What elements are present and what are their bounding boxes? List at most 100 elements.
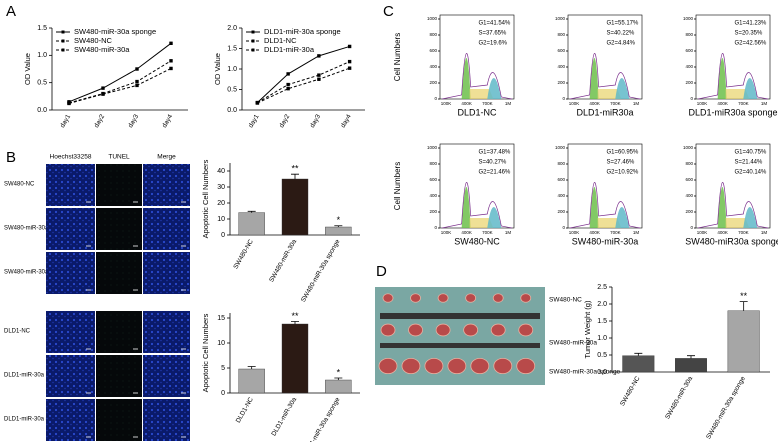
x-tick-label: SW480-NC (232, 238, 255, 270)
s-phase (725, 89, 750, 99)
tumor (490, 323, 506, 337)
error-bar (334, 377, 343, 380)
y-tick-label: 1.0 (37, 52, 47, 59)
y-tick-label: 0.5 (37, 80, 47, 87)
x-tick-label: DLD1-miR-30a (270, 396, 298, 437)
y-axis-label: Apoptotic Cell Numbers (201, 313, 210, 392)
y-tick-label: 0 (562, 96, 565, 101)
cycle-stat: G2=19.6% (478, 41, 507, 47)
y-tick-label: 1.5 (227, 45, 237, 52)
point (347, 59, 352, 64)
micrograph (96, 252, 142, 294)
histogram-outline (697, 53, 769, 100)
x-tick-label: 700K (482, 230, 493, 235)
x-tick-label: 1M (633, 230, 640, 235)
cycle-stat: G2=4.84% (606, 41, 635, 47)
panel-letter: B (6, 149, 16, 166)
cycle-stat: G1=41.54% (478, 21, 511, 27)
y-tick-label: 20 (217, 200, 225, 207)
y-tick-label: 0 (562, 225, 565, 230)
tumor (424, 357, 444, 375)
x-tick-label: day1 (247, 113, 260, 129)
row-label: DLD1-miR-30a sponge (4, 417, 66, 423)
y-tick-label: 200 (685, 209, 693, 214)
cycle-stat: G1=37.48% (478, 150, 511, 156)
y-tick-label: 30 (217, 184, 225, 191)
legend-marker (61, 39, 65, 43)
tumor (516, 357, 536, 375)
y-tick-label: 800 (429, 161, 437, 166)
cycle-stat: G1=40.75% (734, 150, 767, 156)
error-bar (634, 352, 643, 356)
y-tick-label: 40 (217, 168, 225, 175)
micrograph (46, 355, 95, 397)
histogram-outline (441, 182, 513, 229)
series-line (68, 68, 172, 104)
tumor (378, 357, 398, 375)
row-label: SW480-miR-30a (4, 226, 49, 232)
y-tick-label: 800 (685, 32, 693, 37)
y-tick-label: 600 (685, 48, 693, 53)
tumor (408, 323, 423, 337)
y-tick-label: 600 (557, 177, 565, 182)
x-tick-label: 1M (505, 101, 512, 106)
significance: ** (740, 291, 748, 301)
tumor (380, 323, 396, 337)
column-header: TUNEL (108, 154, 130, 161)
series-line (68, 60, 172, 104)
series-line (257, 61, 350, 104)
micrograph (143, 164, 190, 206)
g1-peak (461, 187, 471, 228)
y-tick-label: 400 (685, 193, 693, 198)
bar (675, 358, 708, 373)
y-tick-label: 400 (557, 193, 565, 198)
y-tick-label: 2.0 (597, 301, 607, 308)
cycle-stat: G2=10.92% (606, 170, 639, 176)
tumor (465, 293, 477, 303)
y-tick-label: 600 (557, 48, 565, 53)
legend-marker (251, 39, 255, 43)
x-tick-label: 400K (717, 101, 728, 106)
point (347, 44, 352, 49)
y-tick-label: 400 (557, 64, 565, 69)
micrograph (143, 311, 190, 353)
micrograph (96, 311, 142, 353)
legend-label: DLD1-NC (264, 36, 297, 45)
micrograph (96, 164, 142, 206)
bar (238, 212, 265, 236)
y-tick-label: 0 (690, 96, 693, 101)
panel-letter: D (376, 263, 387, 280)
tumor (463, 323, 479, 337)
y-tick-label: 600 (685, 177, 693, 182)
x-tick-label: 400K (461, 101, 472, 106)
y-axis-label: Cell Numbers (393, 33, 402, 81)
x-tick-label: day3 (309, 113, 322, 129)
y-axis-label: Cell Numbers (393, 162, 402, 210)
x-tick-label: 700K (610, 230, 621, 235)
tumor (493, 357, 513, 375)
micrograph (46, 252, 95, 294)
histogram-label: SW480-miR-30a (572, 236, 639, 246)
micrograph (46, 164, 95, 206)
tumor (401, 357, 421, 375)
column-header: Hoechst33258 (50, 154, 92, 161)
histogram-outline (569, 53, 641, 100)
x-tick-label: 1M (505, 230, 512, 235)
y-tick-label: 600 (429, 48, 437, 53)
x-tick-label: DLD1-NC (235, 396, 255, 424)
point (255, 101, 260, 105)
bar (281, 178, 309, 236)
x-tick-label: DLD1-miR-30a sponge (302, 396, 341, 442)
cycle-stat: S=40.22% (606, 31, 635, 37)
histogram-outline (697, 182, 769, 229)
panel-letter: C (383, 3, 394, 20)
g2-peak (615, 207, 630, 228)
y-axis-label: Tumor Weight (g) (583, 300, 592, 358)
tumor (470, 357, 490, 375)
legend-label: SW480-miR-30a (74, 45, 130, 54)
y-tick-label: 0.0 (597, 369, 607, 376)
x-tick-label: SW480-miR-30a sponge (300, 238, 342, 303)
micrograph (143, 208, 190, 250)
x-tick-label: day1 (59, 113, 72, 129)
y-tick-label: 400 (429, 64, 437, 69)
